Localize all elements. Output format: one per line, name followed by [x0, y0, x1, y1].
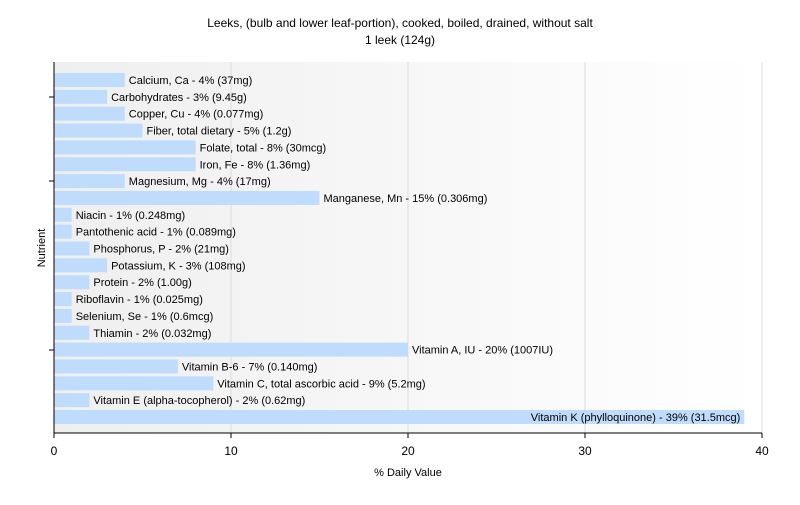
bar-copper-cu — [54, 106, 125, 121]
bar-label: Magnesium, Mg - 4% (17mg) — [129, 176, 271, 188]
bar-selenium-se — [54, 308, 72, 323]
bar-label: Vitamin B-6 - 7% (0.140mg) — [182, 361, 318, 373]
bar-label: Iron, Fe - 8% (1.36mg) — [200, 159, 311, 171]
bar-vitamin-k-phylloquinone- — [54, 410, 745, 424]
bar-vitamin-a-iu — [54, 342, 408, 357]
bar-label: Vitamin K (phylloquinone) - 39% (31.5mcg… — [531, 412, 741, 424]
bar-label: Fiber, total dietary - 5% (1.2g) — [147, 126, 292, 138]
bar-label: Phosphorus, P - 2% (21mg) — [93, 244, 229, 256]
bar-vitamin-c-total-ascorbic-acid — [54, 376, 214, 391]
bar-label: Selenium, Se - 1% (0.6mcg) — [76, 311, 214, 323]
bar-label: Protein - 2% (1.00g) — [93, 277, 191, 289]
x-tick-label: 10 — [224, 444, 238, 458]
bar-niacin — [54, 207, 72, 222]
chart-title: Leeks, (bulb and lower leaf-portion), co… — [207, 16, 593, 30]
bar-label: Potassium, K - 3% (108mg) — [111, 260, 246, 272]
bar-thiamin — [54, 325, 90, 340]
bar-label: Vitamin A, IU - 20% (1007IU) — [412, 345, 553, 357]
bar-label: Folate, total - 8% (30mcg) — [200, 142, 327, 154]
x-tick-label: 20 — [401, 444, 415, 458]
bar-label: Thiamin - 2% (0.032mg) — [93, 328, 211, 340]
bar-vitamin-e-alpha-tocopherol- — [54, 393, 90, 408]
bar-vitamin-b-6 — [54, 359, 178, 374]
bar-label: Niacin - 1% (0.248mg) — [76, 210, 185, 222]
bar-label: Vitamin E (alpha-tocopherol) - 2% (0.62m… — [93, 395, 305, 407]
bar-magnesium-mg — [54, 174, 125, 189]
x-axis-label: % Daily Value — [374, 467, 442, 479]
bar-riboflavin — [54, 292, 72, 307]
bar-label: Pantothenic acid - 1% (0.089mg) — [76, 227, 236, 239]
x-tick-label: 0 — [51, 444, 58, 458]
bar-phosphorus-p — [54, 241, 90, 256]
bar-carbohydrates — [54, 89, 108, 104]
bar-label: Carbohydrates - 3% (9.45g) — [111, 92, 247, 104]
bar-iron-fe — [54, 157, 196, 172]
bar-manganese-mn — [54, 190, 320, 205]
bar-label: Riboflavin - 1% (0.025mg) — [76, 294, 203, 306]
x-tick-label: 40 — [755, 444, 769, 458]
bar-protein — [54, 275, 90, 290]
bar-calcium-ca — [54, 73, 125, 87]
bar-fiber-total-dietary — [54, 123, 143, 138]
bar-label: Manganese, Mn - 15% (0.306mg) — [324, 193, 488, 205]
x-tick-label: 30 — [578, 444, 592, 458]
bar-folate-total — [54, 140, 196, 155]
bar-label: Copper, Cu - 4% (0.077mg) — [129, 109, 264, 121]
bar-potassium-k — [54, 258, 108, 273]
bar-label: Vitamin C, total ascorbic acid - 9% (5.2… — [217, 378, 425, 390]
chart-subtitle: 1 leek (124g) — [365, 33, 435, 47]
y-axis-label: Nutrient — [36, 229, 48, 268]
bar-pantothenic-acid — [54, 224, 72, 239]
bar-label: Calcium, Ca - 4% (37mg) — [129, 75, 252, 87]
